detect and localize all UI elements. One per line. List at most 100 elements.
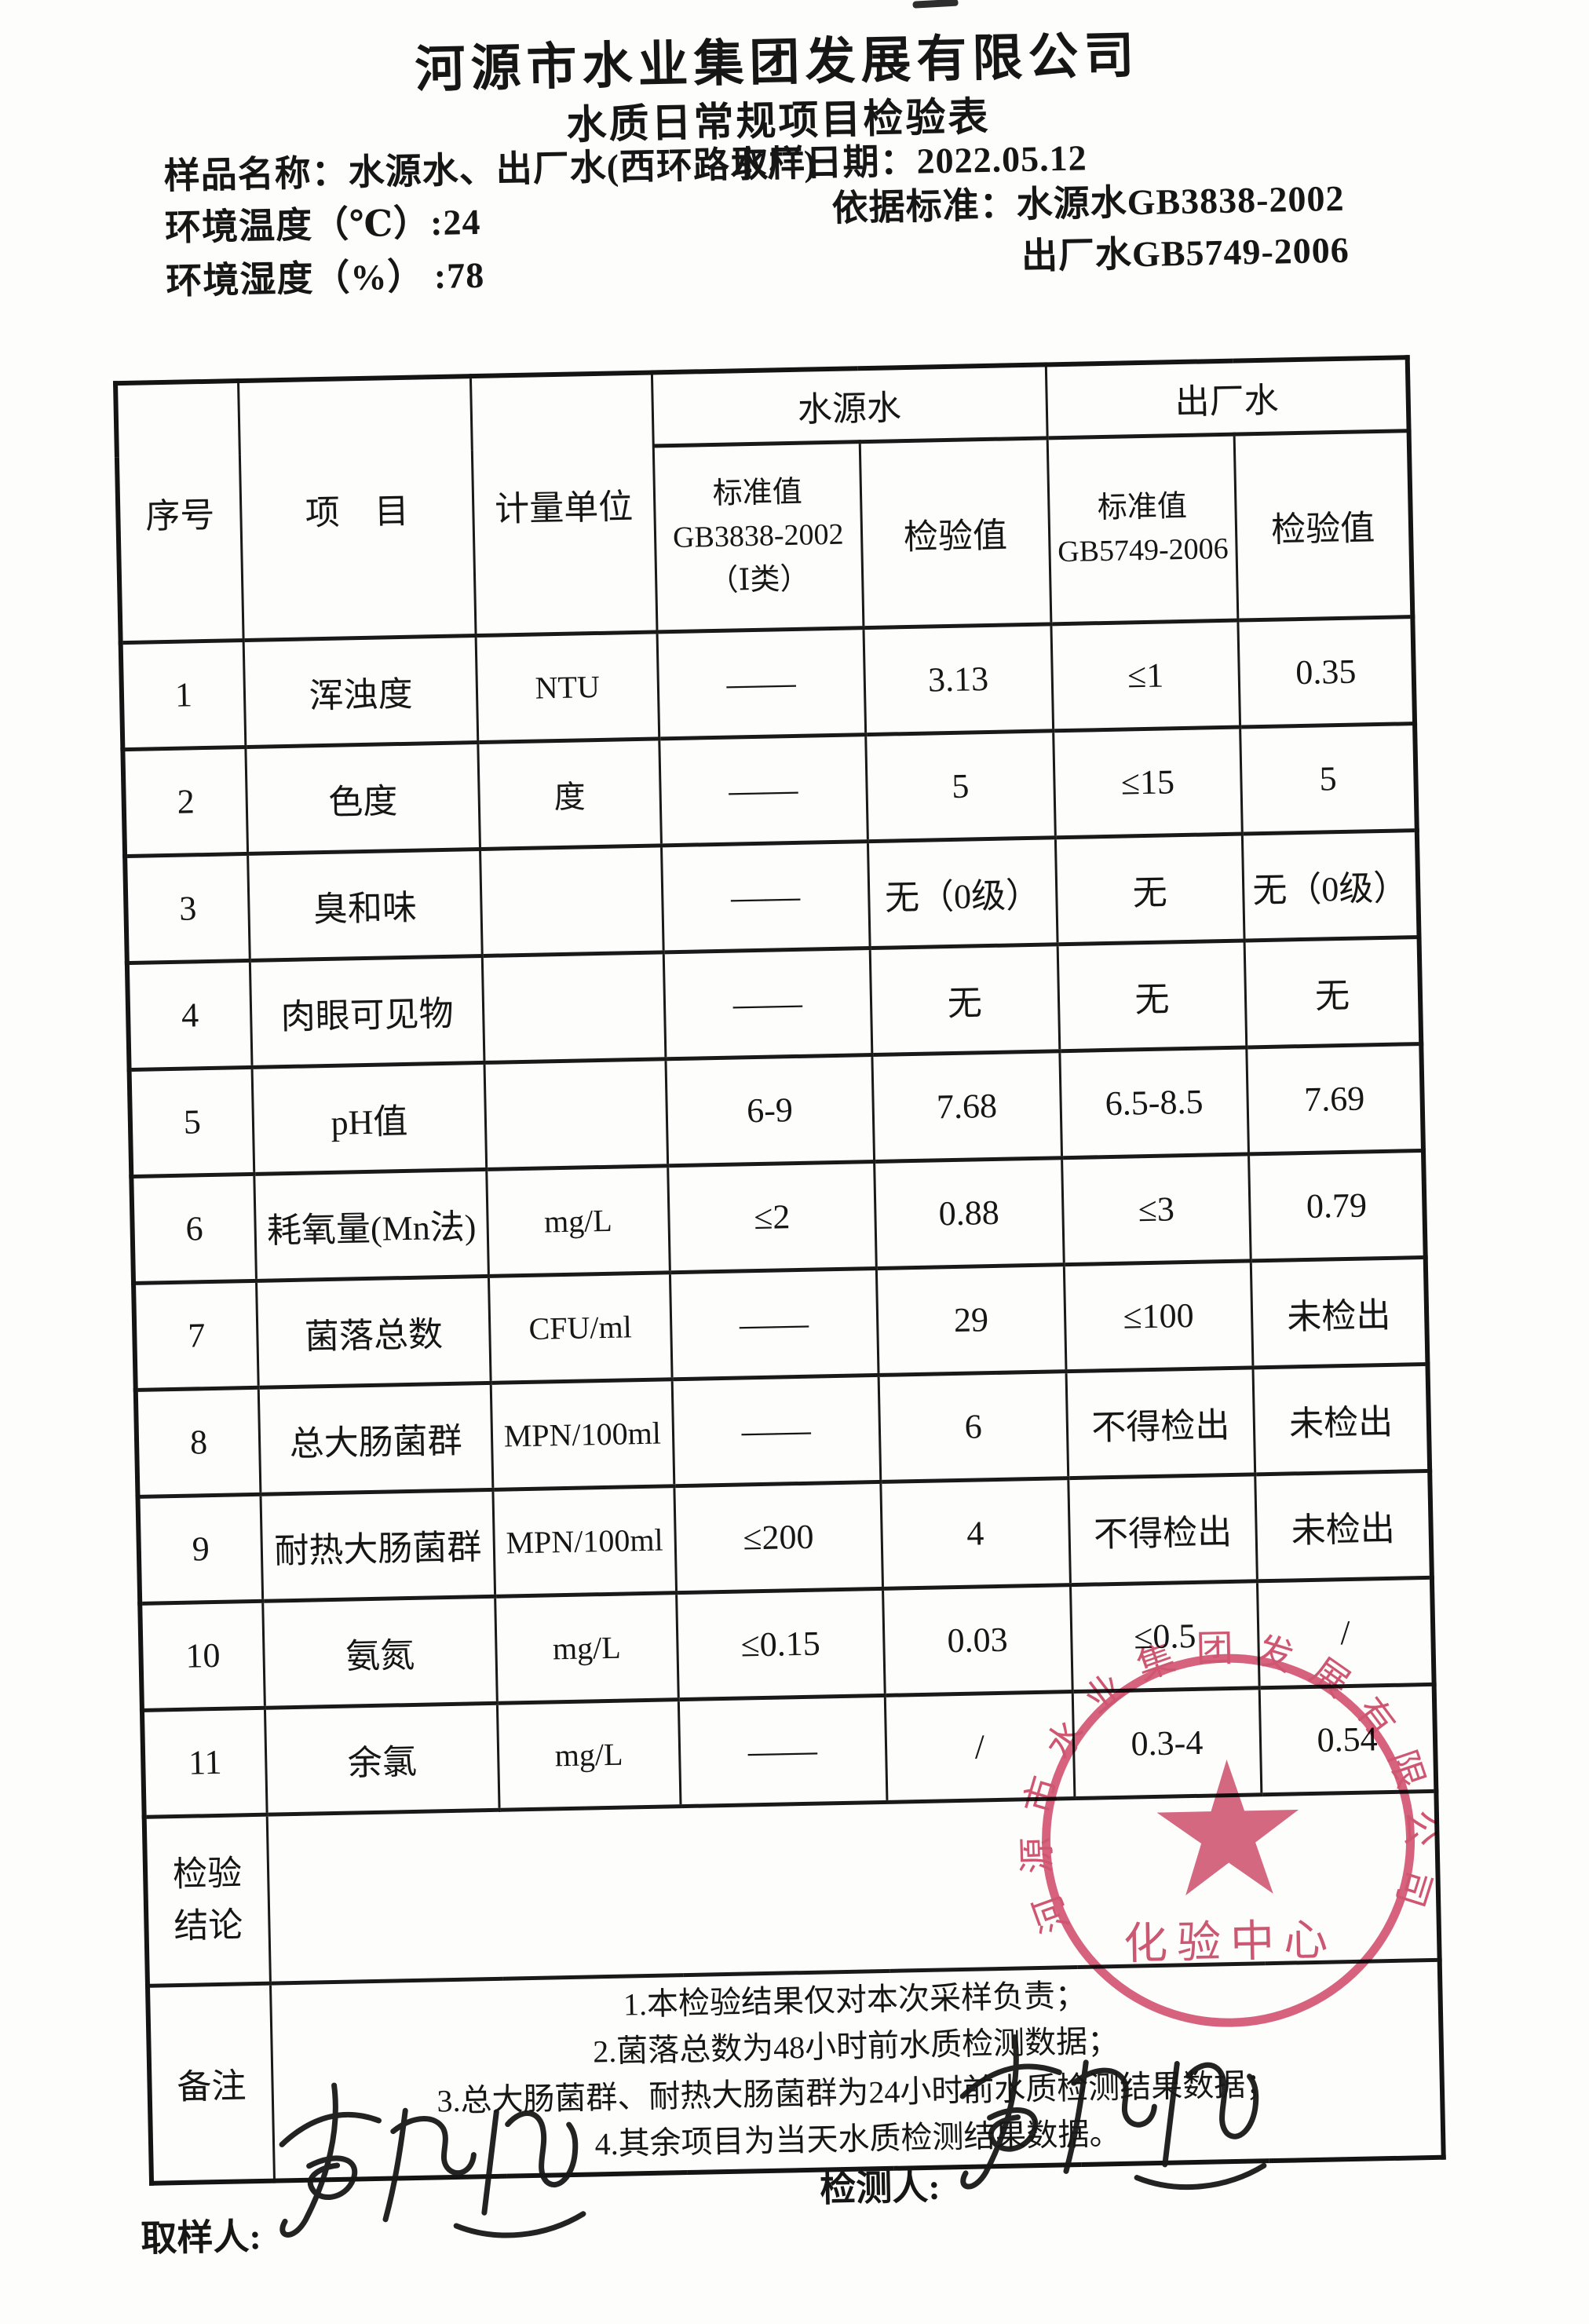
cell-unit <box>484 1058 668 1170</box>
cell-unit: MPN/100ml <box>493 1485 677 1597</box>
cell-source-value: 无（0级） <box>868 837 1058 948</box>
cell-outlet-value: 0.54 <box>1259 1684 1437 1795</box>
cell-source-standard: —— <box>663 948 872 1059</box>
header-outlet-water-group: 出厂水 <box>1045 357 1409 438</box>
conclusion-row: 检验 结论 <box>144 1791 1440 1986</box>
env-temperature-line: 环境温度（℃）:24 <box>164 201 481 248</box>
cell-outlet-value: 5 <box>1240 723 1417 835</box>
cell-source-value: 5 <box>865 730 1055 842</box>
cell-outlet-standard: ≤100 <box>1063 1260 1254 1372</box>
cell-no: 6 <box>131 1174 257 1284</box>
cell-outlet-standard: 不得检出 <box>1065 1367 1255 1478</box>
cell-unit <box>480 845 663 956</box>
tester-label: 检测人: <box>819 2166 941 2209</box>
cell-source-standard: ≤2 <box>667 1161 877 1273</box>
cell-no: 7 <box>133 1281 259 1390</box>
standard-outlet-line: 出厂水GB5749-2006 <box>1021 229 1350 277</box>
cell-source-standard: —— <box>669 1268 879 1379</box>
remarks-cell: 1.本检验结果仅对本次采样负责； 2.菌落总数为48小时前水质检测数据； 3.总… <box>270 1960 1444 2181</box>
header-unit: 计量单位 <box>470 372 657 636</box>
cell-unit <box>482 952 666 1063</box>
cell-source-standard: —— <box>671 1375 881 1486</box>
cell-source-standard: ≤0.15 <box>676 1588 886 1700</box>
cell-item: 臭和味 <box>247 849 483 961</box>
cell-outlet-value: 0.79 <box>1248 1150 1426 1261</box>
cell-source-value: 0.03 <box>882 1584 1072 1696</box>
cell-source-standard: —— <box>678 1695 887 1807</box>
cell-source-standard: —— <box>656 627 866 739</box>
env-humidity-line: 环境湿度（%） :78 <box>165 254 485 301</box>
cell-unit: mg/L <box>497 1699 681 1811</box>
cell-source-value: / <box>885 1691 1075 1803</box>
header-outlet-standard: 标准值 GB5749-2006 <box>1047 434 1239 624</box>
cell-source-standard: —— <box>659 734 868 846</box>
cell-source-value: 3.13 <box>863 623 1054 735</box>
cell-unit: mg/L <box>495 1592 678 1704</box>
cell-no: 11 <box>141 1708 268 1818</box>
cell-unit: mg/L <box>486 1165 670 1277</box>
cell-no: 9 <box>137 1494 263 1604</box>
cell-item: 总大肠菌群 <box>258 1383 494 1495</box>
header-source-value: 检验值 <box>860 437 1051 628</box>
cell-outlet-value: 未检出 <box>1255 1471 1432 1581</box>
cell-item: 菌落总数 <box>256 1276 491 1388</box>
cell-unit: MPN/100ml <box>491 1379 674 1490</box>
cell-source-value: 6 <box>878 1371 1068 1482</box>
remark-label: 备注 <box>147 1983 275 2183</box>
cell-outlet-value: 无（0级） <box>1242 830 1419 941</box>
header-source-standard: 标准值 GB3838-2002 （Ⅰ类） <box>652 441 864 632</box>
cell-item: 余氯 <box>265 1703 500 1815</box>
cell-item: 耐热大肠菌群 <box>260 1489 495 1602</box>
sampler-label: 取样人: <box>140 2216 262 2260</box>
cell-item: 氨氮 <box>262 1596 498 1708</box>
cell-item: pH值 <box>251 1062 487 1175</box>
conclusion-label: 检验 结论 <box>144 1814 271 1986</box>
cell-source-standard: —— <box>661 841 871 952</box>
cell-no: 2 <box>122 747 248 857</box>
cell-item: 肉眼可见物 <box>250 956 485 1068</box>
cell-outlet-standard: 无 <box>1054 834 1245 945</box>
cell-no: 10 <box>140 1601 265 1711</box>
cell-outlet-value: 未检出 <box>1253 1364 1430 1474</box>
cell-no: 4 <box>126 960 252 1070</box>
table-body: 序号 项 目 计量单位 水源水 出厂水 标准值 GB3838-2002 （Ⅰ类）… <box>115 357 1444 2183</box>
header-no: 序号 <box>115 381 243 643</box>
cell-outlet-standard: 6.5-8.5 <box>1059 1047 1249 1158</box>
cell-unit: CFU/ml <box>488 1272 672 1383</box>
cell-outlet-standard: 无 <box>1057 940 1247 1051</box>
header-outlet-value: 检验值 <box>1234 430 1413 621</box>
header-source-water-group: 水源水 <box>651 364 1047 446</box>
cell-outlet-value: 7.69 <box>1247 1043 1423 1154</box>
water-quality-table: 序号 项 目 计量单位 水源水 出厂水 标准值 GB3838-2002 （Ⅰ类）… <box>112 355 1446 2186</box>
cell-no: 3 <box>125 853 250 963</box>
cell-outlet-standard: ≤1 <box>1050 620 1240 731</box>
cell-source-value: 29 <box>876 1264 1066 1376</box>
cell-item: 浑浊度 <box>243 635 478 747</box>
cell-unit: NTU <box>476 631 659 743</box>
cell-no: 5 <box>129 1067 254 1177</box>
cell-outlet-standard: ≤15 <box>1053 727 1243 838</box>
cell-outlet-value: 0.35 <box>1238 616 1415 728</box>
cell-item: 色度 <box>245 742 480 854</box>
cell-outlet-value: 未检出 <box>1251 1257 1428 1368</box>
cell-outlet-standard: ≤0.5 <box>1070 1580 1260 1692</box>
cell-source-standard: 6-9 <box>665 1054 875 1166</box>
remark-row: 备注 1.本检验结果仅对本次采样负责； 2.菌落总数为48小时前水质检测数据； … <box>147 1960 1444 2183</box>
scan-artifact-mark <box>912 0 959 9</box>
cell-source-value: 0.88 <box>874 1157 1064 1269</box>
cell-item: 耗氧量(Mn法) <box>254 1169 489 1281</box>
conclusion-value <box>267 1791 1440 1984</box>
cell-no: 1 <box>120 640 246 750</box>
cell-source-value: 无 <box>870 944 1060 1055</box>
cell-source-standard: ≤200 <box>674 1482 883 1593</box>
header-item: 项 目 <box>238 376 477 641</box>
cell-outlet-value: / <box>1257 1577 1434 1688</box>
cell-outlet-standard: ≤3 <box>1061 1153 1251 1265</box>
cell-no: 8 <box>135 1387 261 1497</box>
cell-unit: 度 <box>477 738 662 850</box>
cell-outlet-standard: 不得检出 <box>1068 1474 1258 1585</box>
cell-source-value: 7.68 <box>871 1051 1062 1162</box>
cell-outlet-value: 无 <box>1244 937 1422 1047</box>
cell-source-value: 4 <box>880 1478 1071 1589</box>
